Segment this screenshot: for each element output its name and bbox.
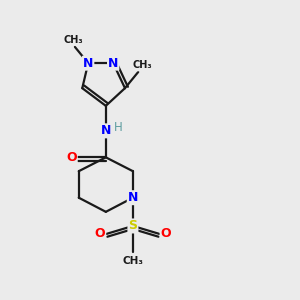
Text: CH₃: CH₃ (133, 61, 152, 70)
Text: N: N (100, 124, 111, 137)
Text: N: N (128, 191, 138, 204)
Text: O: O (66, 151, 77, 164)
Text: CH₃: CH₃ (64, 34, 83, 45)
Text: O: O (94, 227, 105, 240)
Text: O: O (160, 227, 171, 240)
Text: H: H (114, 121, 123, 134)
Text: CH₃: CH₃ (122, 256, 143, 266)
Text: S: S (128, 220, 137, 232)
Text: N: N (108, 57, 119, 70)
Text: N: N (83, 57, 93, 70)
